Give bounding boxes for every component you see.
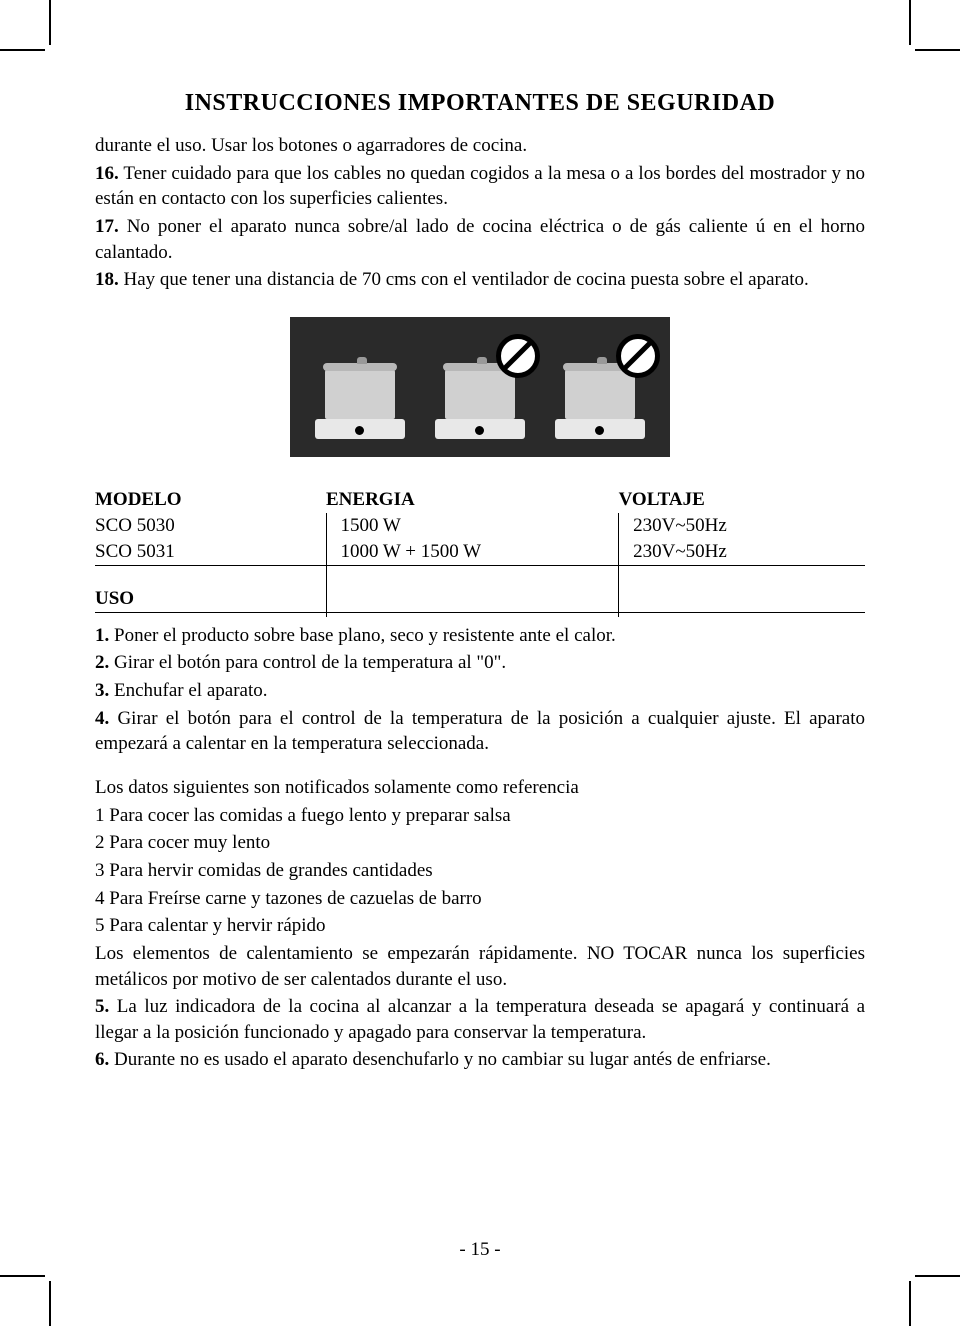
item-text: Durante no es usado el aparato desenchuf… bbox=[114, 1049, 771, 1070]
tail-item: 5. La luz indicadora de la cocina al alc… bbox=[95, 994, 865, 1045]
uso-label: USO bbox=[95, 586, 326, 613]
stove-illustration bbox=[290, 317, 670, 457]
table-rule bbox=[95, 565, 865, 586]
reference-section: Los datos siguientes son notificados sol… bbox=[95, 775, 865, 1073]
prohibit-icon bbox=[496, 334, 540, 378]
crop-mark bbox=[915, 1275, 960, 1277]
item-text: Enchufar el aparato. bbox=[114, 680, 268, 701]
pot-icon bbox=[445, 369, 515, 419]
ref-line: 1 Para cocer las comidas a fuego lento y… bbox=[95, 803, 865, 829]
pot-icon bbox=[325, 369, 395, 419]
page-number: - 15 - bbox=[0, 1239, 960, 1261]
stove-unit bbox=[430, 339, 530, 439]
ref-line: 5 Para calentar y hervir rápido bbox=[95, 913, 865, 939]
crop-mark bbox=[909, 0, 911, 45]
item-number: 3. bbox=[95, 680, 109, 701]
table-cell: 230V~50Hz bbox=[619, 513, 865, 539]
table-rule bbox=[95, 612, 865, 617]
item-text: Hay que tener una distancia de 70 cms co… bbox=[124, 269, 809, 290]
table-row: USO bbox=[95, 586, 865, 613]
stove-unit bbox=[310, 339, 410, 439]
ref-intro: Los datos siguientes son notificados sol… bbox=[95, 775, 865, 801]
crop-mark bbox=[0, 49, 45, 51]
table-row: SCO 5031 1000 W + 1500 W 230V~50Hz bbox=[95, 539, 865, 566]
table-row: SCO 5030 1500 W 230V~50Hz bbox=[95, 513, 865, 539]
pot-icon bbox=[565, 369, 635, 419]
instruction-item: 17. No poner el aparato nunca sobre/al l… bbox=[95, 214, 865, 265]
table-cell: 1500 W bbox=[326, 513, 619, 539]
uso-section: 1. Poner el producto sobre base plano, s… bbox=[95, 623, 865, 757]
ref-line: 2 Para cocer muy lento bbox=[95, 830, 865, 856]
item-text: Poner el producto sobre base plano, seco… bbox=[114, 625, 616, 646]
page: INSTRUCCIONES IMPORTANTES DE SEGURIDAD d… bbox=[0, 0, 960, 1326]
item-number: 2. bbox=[95, 652, 109, 673]
item-text: La luz indicadora de la cocina al alcanz… bbox=[95, 996, 865, 1043]
table-cell: 1000 W + 1500 W bbox=[326, 539, 619, 566]
item-text: Girar el botón para control de la temper… bbox=[114, 652, 506, 673]
crop-mark bbox=[0, 1275, 45, 1277]
intro-text: durante el uso. Usar los botones o agarr… bbox=[95, 133, 865, 159]
item-number: 4. bbox=[95, 708, 109, 729]
table-header: VOLTAJE bbox=[619, 487, 865, 513]
ref-line: 3 Para hervir comidas de grandes cantida… bbox=[95, 858, 865, 884]
table-header: ENERGIA bbox=[326, 487, 619, 513]
ref-line: Los elementos de calentamiento se empeza… bbox=[95, 941, 865, 992]
tail-item: 6. Durante no es usado el aparato desenc… bbox=[95, 1047, 865, 1073]
page-title: INSTRUCCIONES IMPORTANTES DE SEGURIDAD bbox=[95, 90, 865, 117]
crop-mark bbox=[909, 1281, 911, 1326]
uso-item: 1. Poner el producto sobre base plano, s… bbox=[95, 623, 865, 649]
item-number: 6. bbox=[95, 1049, 109, 1070]
specs-table: MODELO ENERGIA VOLTAJE SCO 5030 1500 W 2… bbox=[95, 487, 865, 617]
instruction-item: 18. Hay que tener una distancia de 70 cm… bbox=[95, 267, 865, 293]
item-number: 5. bbox=[95, 996, 109, 1017]
prohibit-icon bbox=[616, 334, 660, 378]
table-header: MODELO bbox=[95, 487, 326, 513]
uso-item: 4. Girar el botón para el control de la … bbox=[95, 706, 865, 757]
item-number: 16. bbox=[95, 163, 119, 184]
table-cell: SCO 5030 bbox=[95, 513, 326, 539]
table-header-row: MODELO ENERGIA VOLTAJE bbox=[95, 487, 865, 513]
crop-mark bbox=[49, 0, 51, 45]
stove-unit bbox=[550, 339, 650, 439]
item-number: 18. bbox=[95, 269, 119, 290]
item-number: 17. bbox=[95, 216, 119, 237]
item-text: No poner el aparato nunca sobre/al lado … bbox=[95, 216, 865, 263]
item-text: Girar el botón para el control de la tem… bbox=[95, 708, 865, 755]
instruction-item: 16. Tener cuidado para que los cables no… bbox=[95, 161, 865, 212]
table-cell: 230V~50Hz bbox=[619, 539, 865, 566]
item-text: Tener cuidado para que los cables no que… bbox=[95, 163, 865, 210]
table-cell: SCO 5031 bbox=[95, 539, 326, 566]
ref-line: 4 Para Freírse carne y tazones de cazuel… bbox=[95, 886, 865, 912]
item-number: 1. bbox=[95, 625, 109, 646]
intro-paragraph: durante el uso. Usar los botones o agarr… bbox=[95, 133, 865, 293]
uso-item: 2. Girar el botón para control de la tem… bbox=[95, 650, 865, 676]
uso-item: 3. Enchufar el aparato. bbox=[95, 678, 865, 704]
crop-mark bbox=[915, 49, 960, 51]
crop-mark bbox=[49, 1281, 51, 1326]
